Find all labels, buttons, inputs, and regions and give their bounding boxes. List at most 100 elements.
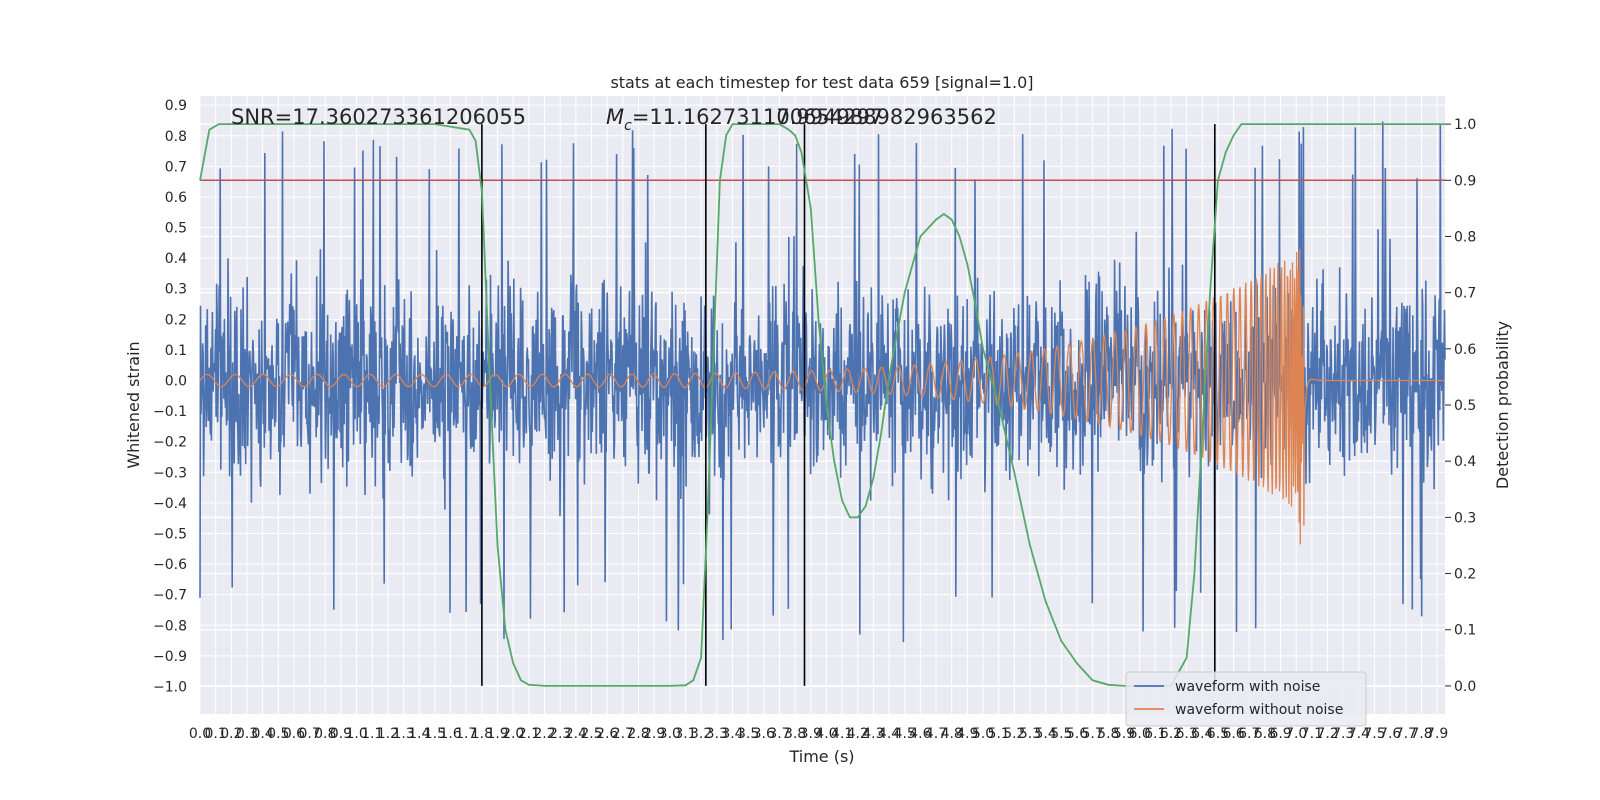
x-tick-label: 4.6 [909,726,931,742]
chart-title: stats at each timestep for test data 659… [610,73,1033,92]
x-tick-label: 3.4 [721,726,743,742]
x-tick-label: 7.9 [1426,726,1448,742]
x-tick-label: 5.1 [988,726,1010,742]
y-tick-label: 0.9 [165,98,187,114]
x-tick-label: 3.0 [659,726,681,742]
legend-label-with-noise: waveform with noise [1175,679,1320,695]
x-tick-label: 1.7 [455,726,477,742]
y-tick-label: −0.5 [153,526,187,542]
y-tick-label: 0.2 [165,312,187,328]
x-tick-label: 7.4 [1348,726,1370,742]
segment-lines [481,124,1216,686]
right-y-tick-label: 0.2 [1454,567,1476,583]
right-y-tick-label: 1.0 [1454,117,1476,133]
x-tick-label: 0.0 [189,726,211,742]
x-tick-label: 1.3 [392,726,414,742]
overlap-annotation: 10.994988982963562 [763,105,997,129]
x-tick-label: 1.4 [408,726,430,742]
y-tick-label: 0.0 [165,374,187,390]
y-tick-label: −0.7 [153,588,187,604]
right-y-tick-label: 0.7 [1454,286,1476,302]
x-axis-label: Time (s) [788,747,854,766]
x-tick-label: 6.3 [1175,726,1197,742]
x-tick-label: 5.5 [1050,726,1072,742]
x-tick-label: 4.5 [894,726,916,742]
x-tick-label: 0.6 [283,726,305,742]
right-y-tick-label: 0.8 [1454,229,1476,245]
x-tick-label: 2.9 [643,726,665,742]
x-tick-label: 1.8 [471,726,493,742]
x-tick-label: 6.9 [1269,726,1291,742]
x-tick-label: 6.8 [1254,726,1276,742]
right-y-tick-label: 0.5 [1454,398,1476,414]
x-tick-label: 7.3 [1332,726,1354,742]
right-y-tick-labels: 1.0 0.9 0.8 0.7 0.6 0.5 0.4 0.3 0.2 0.1 0.0 [1454,117,1476,695]
right-y-axis-label: Detection probability [1493,321,1512,489]
x-tick-label: 6.7 [1238,726,1260,742]
x-tick-label: 3.2 [690,726,712,742]
right-y-tick-label: 0.1 [1454,623,1476,639]
x-tick-label: 5.8 [1097,726,1119,742]
y-tick-label: −0.9 [153,649,187,665]
x-tick-label: 1.0 [345,726,367,742]
x-tick-label: 5.9 [1113,726,1135,742]
right-y-tick-label: 0.4 [1454,454,1476,470]
horizontal-grid [200,104,1445,687]
x-tick-label: 7.7 [1395,726,1417,742]
x-tick-label: 1.1 [361,726,383,742]
right-y-tick-label: 0.3 [1454,510,1476,526]
x-tick-label: 6.1 [1144,726,1166,742]
y-tick-label: 0.3 [165,282,187,298]
series-waveform-with-noise [199,121,1446,643]
x-tick-label: 0.8 [314,726,336,742]
x-tick-label: 0.2 [220,726,242,742]
x-tick-label: 5.2 [1003,726,1025,742]
chirp-mass-subscript: c [624,118,632,134]
y-tick-labels: 0.9 0.8 0.7 0.6 0.5 0.4 0.3 0.2 0.1 0.0 −0.1 −0.2 −0… [153,98,187,695]
y-tick-label: −1.0 [153,679,187,695]
x-tick-label: 6.5 [1207,726,1229,742]
y-tick-label: 0.5 [165,221,187,237]
x-tick-label: 2.2 [533,726,555,742]
x-tick-label: 2.6 [596,726,618,742]
x-tick-label: 6.6 [1222,726,1244,742]
y-tick-label: 0.8 [165,129,187,145]
x-tick-label: 5.3 [1019,726,1041,742]
y-tick-label: −0.2 [153,435,187,451]
x-tick-label: 2.7 [612,726,634,742]
x-tick-label: 1.2 [377,726,399,742]
x-tick-label: 3.7 [768,726,790,742]
x-tick-label: 3.5 [737,726,759,742]
x-tick-label: 3.3 [706,726,728,742]
chirp-mass-annotation: Mc=11.162731170654297 [606,105,883,134]
x-tick-label: 2.4 [565,726,587,742]
x-tick-label: 4.0 [815,726,837,742]
x-tick-label: 0.7 [298,726,320,742]
x-tick-label: 2.1 [518,726,540,742]
y-tick-label: −0.3 [153,465,187,481]
x-tick-label: 0.3 [236,726,258,742]
x-tick-label: 7.0 [1285,726,1307,742]
x-tick-label: 2.5 [580,726,602,742]
x-tick-label: 6.4 [1191,726,1213,742]
legend: waveform with noise waveform without noi… [1125,671,1367,727]
legend-label-without-noise: waveform without noise [1175,702,1343,718]
x-tick-label: 5.0 [972,726,994,742]
x-tick-label: 4.3 [862,726,884,742]
x-tick-label: 5.6 [1066,726,1088,742]
x-tick-label: 3.1 [674,726,696,742]
chirp-mass-value: =11.162731170654297 [632,105,883,129]
x-tick-label: 1.5 [424,726,446,742]
x-tick-label: 2.8 [627,726,649,742]
y-tick-label: 0.6 [165,190,187,206]
y-tick-label: 0.4 [165,251,187,267]
y-tick-label: −0.6 [153,557,187,573]
y-tick-label: −0.4 [153,496,187,512]
x-tick-labels: 0.00.10.20.30.40.50.60.70.80.91.01.11.21… [189,726,1448,742]
x-tick-label: 7.5 [1363,726,1385,742]
y-tick-label: 0.7 [165,159,187,175]
x-tick-label: 5.4 [1035,726,1057,742]
series-waveform-without-noise [199,248,1445,545]
y-tick-label: −0.1 [153,404,187,420]
chirp-mass-symbol: M [606,105,624,129]
